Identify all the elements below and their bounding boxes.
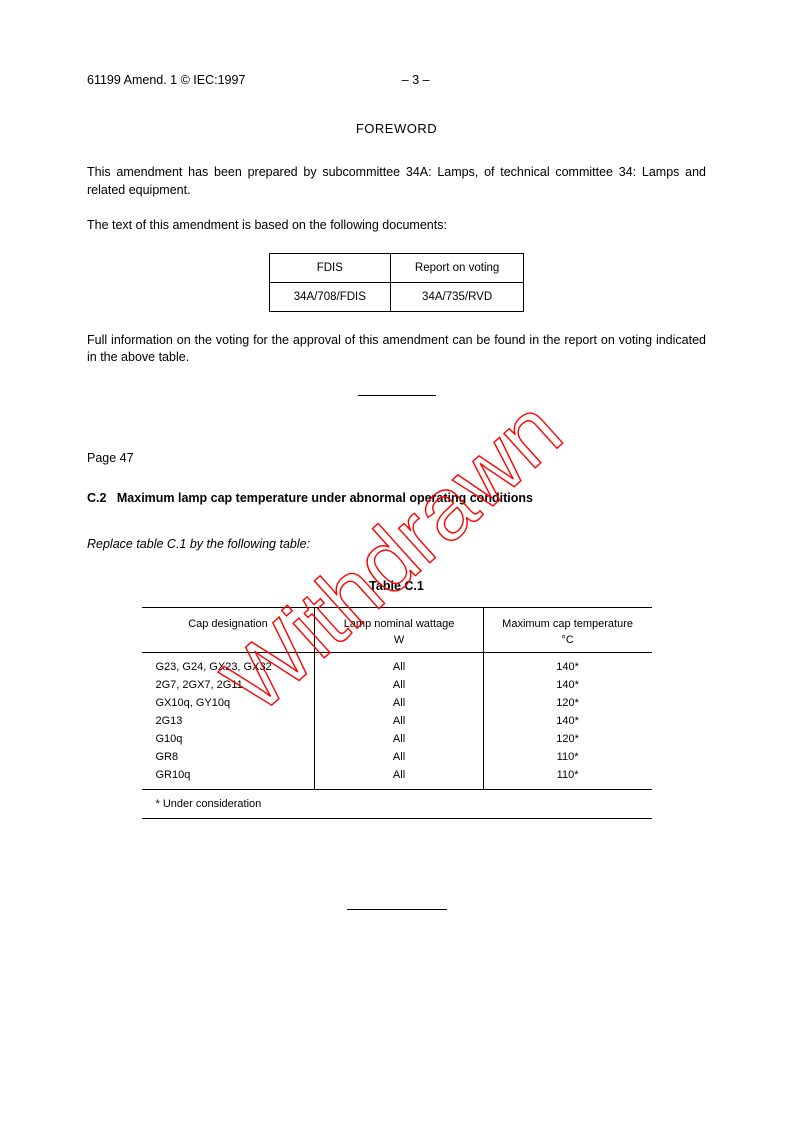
col-cap-label: Cap designation bbox=[188, 618, 268, 630]
voting-table-cell-report: 34A/735/RVD bbox=[390, 282, 523, 311]
table-cell-temp: 140* bbox=[483, 652, 651, 676]
table-row: 2G7, 2GX7, 2G11All140* bbox=[142, 676, 652, 694]
table-cell-wattage: All bbox=[315, 730, 483, 748]
table-cell-wattage: All bbox=[315, 766, 483, 790]
table-cell-wattage: All bbox=[315, 694, 483, 712]
table-cell-temp: 140* bbox=[483, 712, 651, 730]
section-title-text: Maximum lamp cap temperature under abnor… bbox=[117, 491, 533, 505]
section-number: C.2 bbox=[87, 491, 106, 505]
table-cell-temp: 110* bbox=[483, 766, 651, 790]
table-c1-col-temp: Maximum cap temperature °C bbox=[483, 607, 651, 652]
table-cell-cap: 2G7, 2GX7, 2G11 bbox=[142, 676, 315, 694]
document-page: 61199 Amend. 1 © IEC:1997 – 3 – FOREWORD… bbox=[0, 0, 793, 963]
table-cell-cap: GR8 bbox=[142, 748, 315, 766]
table-c1-caption: Table C.1 bbox=[87, 579, 706, 593]
separator-line bbox=[87, 385, 706, 399]
voting-table-cell-fdis: 34A/708/FDIS bbox=[269, 282, 390, 311]
table-cell-temp: 120* bbox=[483, 694, 651, 712]
separator-line-2 bbox=[87, 899, 706, 913]
col-wattage-label: Lamp nominal wattage bbox=[344, 618, 455, 630]
col-temp-unit: °C bbox=[492, 634, 644, 646]
table-c1-col-wattage: Lamp nominal wattage W bbox=[315, 607, 483, 652]
page-reference: Page 47 bbox=[87, 451, 706, 465]
table-cell-cap: G23, G24, GX23, GX32 bbox=[142, 652, 315, 676]
replace-instruction: Replace table C.1 by the following table… bbox=[87, 537, 706, 551]
voting-table-data-row: 34A/708/FDIS 34A/735/RVD bbox=[269, 282, 524, 311]
table-cell-wattage: All bbox=[315, 676, 483, 694]
foreword-heading: FOREWORD bbox=[87, 121, 706, 136]
voting-table-header-row: FDIS Report on voting bbox=[269, 253, 524, 282]
table-c1-body: G23, G24, GX23, GX32All140*2G7, 2GX7, 2G… bbox=[142, 652, 652, 789]
table-cell-cap: G10q bbox=[142, 730, 315, 748]
table-c1-footnote: * Under consideration bbox=[142, 789, 652, 818]
table-c1: Cap designation Lamp nominal wattage W M… bbox=[142, 607, 652, 819]
table-cell-temp: 120* bbox=[483, 730, 651, 748]
header-doc-ref: 61199 Amend. 1 © IEC:1997 bbox=[87, 73, 245, 87]
voting-table: FDIS Report on voting 34A/708/FDIS 34A/7… bbox=[269, 253, 525, 312]
table-row: G10qAll120* bbox=[142, 730, 652, 748]
table-cell-temp: 110* bbox=[483, 748, 651, 766]
table-row: G23, G24, GX23, GX32All140* bbox=[142, 652, 652, 676]
table-row: GR10qAll110* bbox=[142, 766, 652, 790]
table-row: GR8All110* bbox=[142, 748, 652, 766]
table-c1-header-row: Cap designation Lamp nominal wattage W M… bbox=[142, 607, 652, 652]
section-heading: C.2 Maximum lamp cap temperature under a… bbox=[87, 491, 706, 505]
table-cell-cap: GX10q, GY10q bbox=[142, 694, 315, 712]
table-row: GX10q, GY10qAll120* bbox=[142, 694, 652, 712]
page-header: 61199 Amend. 1 © IEC:1997 – 3 – bbox=[87, 73, 706, 87]
voting-table-header-fdis: FDIS bbox=[269, 253, 390, 282]
table-row: 2G13All140* bbox=[142, 712, 652, 730]
foreword-para-1: This amendment has been prepared by subc… bbox=[87, 164, 706, 199]
table-cell-wattage: All bbox=[315, 652, 483, 676]
table-cell-cap: GR10q bbox=[142, 766, 315, 790]
col-wattage-unit: W bbox=[323, 634, 474, 646]
col-temp-label: Maximum cap temperature bbox=[502, 618, 633, 630]
table-c1-footnote-row: * Under consideration bbox=[142, 789, 652, 818]
table-cell-temp: 140* bbox=[483, 676, 651, 694]
voting-table-header-report: Report on voting bbox=[390, 253, 523, 282]
table-c1-col-cap: Cap designation bbox=[142, 607, 315, 652]
table-cell-wattage: All bbox=[315, 712, 483, 730]
foreword-para-3: Full information on the voting for the a… bbox=[87, 332, 706, 367]
header-page-number: – 3 – bbox=[245, 73, 706, 87]
table-cell-wattage: All bbox=[315, 748, 483, 766]
foreword-para-2: The text of this amendment is based on t… bbox=[87, 217, 706, 235]
table-cell-cap: 2G13 bbox=[142, 712, 315, 730]
